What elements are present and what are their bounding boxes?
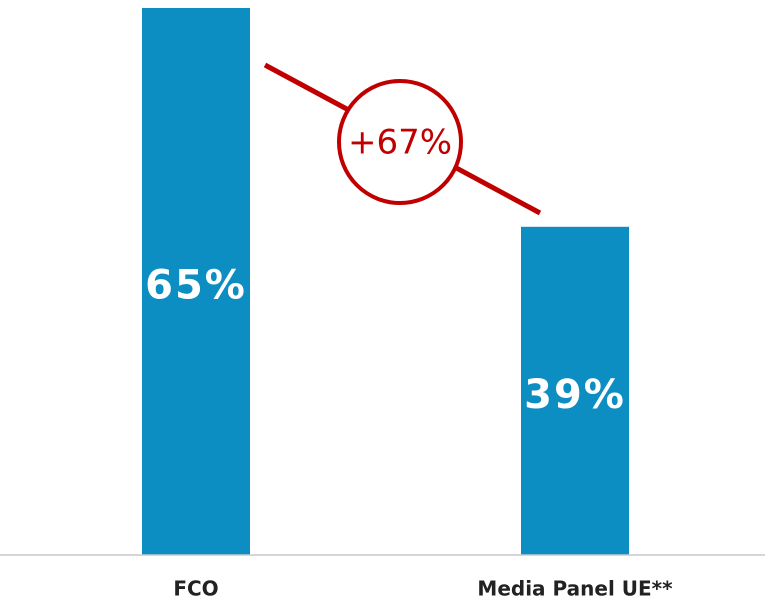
annotation: +67% (348, 123, 452, 163)
bar (521, 226, 629, 556)
value-label: 65% (145, 263, 247, 309)
annotation-circle (337, 79, 463, 205)
x-tick-label: FCO (173, 577, 218, 601)
bar (142, 8, 250, 555)
value-label: 39% (524, 372, 626, 418)
x-tick-label: Media Panel UE** (477, 577, 673, 601)
